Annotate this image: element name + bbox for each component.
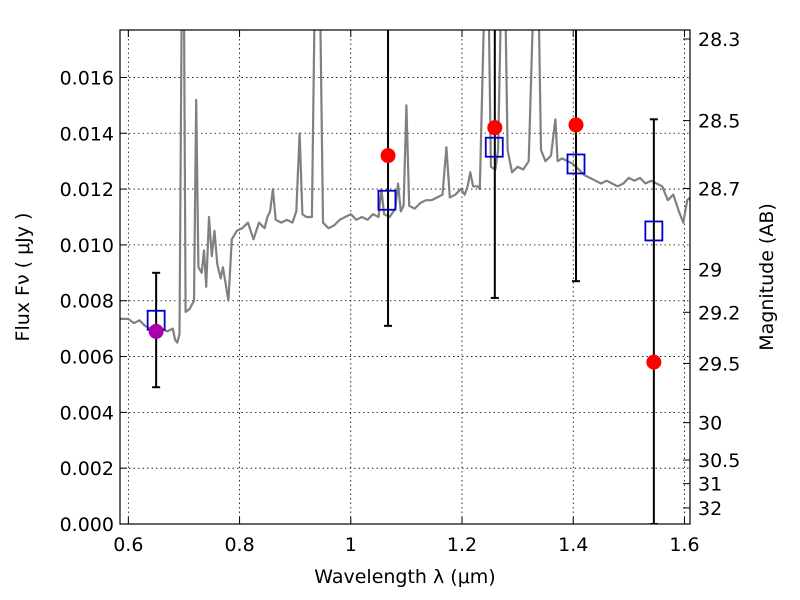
x-tick-label: 1.4 <box>558 534 588 556</box>
magnitude-tick-label: 29 <box>698 259 722 281</box>
magnitude-tick-label: 30 <box>698 413 722 435</box>
tick-marks <box>120 30 690 525</box>
observed-photometry-point <box>568 117 584 133</box>
model-photometry-square <box>484 136 504 158</box>
y-tick-label: 0.010 <box>60 235 114 257</box>
observed-photometry-point <box>148 323 164 339</box>
magnitude-tick-label: 29.5 <box>698 353 740 375</box>
y-tick-label: 0.012 <box>60 179 114 201</box>
observed-photometry-point <box>646 354 662 370</box>
y-tick-label: 0.008 <box>60 291 114 313</box>
y-tick-label: 0.000 <box>60 514 114 536</box>
magnitude-tick-label: 31 <box>698 474 722 496</box>
model-photometry-square <box>377 189 397 211</box>
magnitude-tick-label: 32 <box>698 498 722 520</box>
y-axis-label: Flux Fν ( μJy ) <box>12 213 34 342</box>
observed-photometry-point <box>487 120 503 136</box>
x-tick-label: 0.6 <box>113 534 143 556</box>
model-photometry-square <box>644 220 664 242</box>
x-tick-label: 1.6 <box>669 534 699 556</box>
y-tick-labels: 0.000 0.002 0.004 0.006 0.008 0.010 0.012 0.014… <box>60 67 114 536</box>
magnitude-tick-label: 28.7 <box>698 178 740 200</box>
magnitude-axis-label: Magnitude (AB) <box>756 203 778 351</box>
magnitude-tick-label: 28.5 <box>698 111 740 133</box>
observed-photometry-markers <box>148 117 662 370</box>
magnitude-tick-label: 30.5 <box>698 450 740 472</box>
magnitude-tick-label: 29.2 <box>698 302 740 324</box>
magnitude-tick-label: 28.3 <box>698 29 740 51</box>
plot-frame <box>119 29 691 525</box>
x-tick-label: 1.2 <box>447 534 477 556</box>
model-photometry-square <box>566 153 586 175</box>
x-axis-label: Wavelength λ (μm) <box>314 566 495 588</box>
y-tick-label: 0.004 <box>60 402 114 424</box>
y-tick-label: 0.002 <box>60 458 114 480</box>
y-tick-label: 0.006 <box>60 347 114 369</box>
y-tick-label: 0.014 <box>60 123 114 145</box>
x-tick-label: 1 <box>345 534 357 556</box>
x-tick-label: 0.8 <box>224 534 254 556</box>
y-tick-label: 0.016 <box>60 67 114 89</box>
x-tick-labels: 0.6 0.8 1 1.2 1.4 1.6 <box>113 534 699 556</box>
model-spectrum-line <box>120 30 690 344</box>
observed-photometry-point <box>380 148 396 164</box>
plot-area <box>120 30 690 524</box>
